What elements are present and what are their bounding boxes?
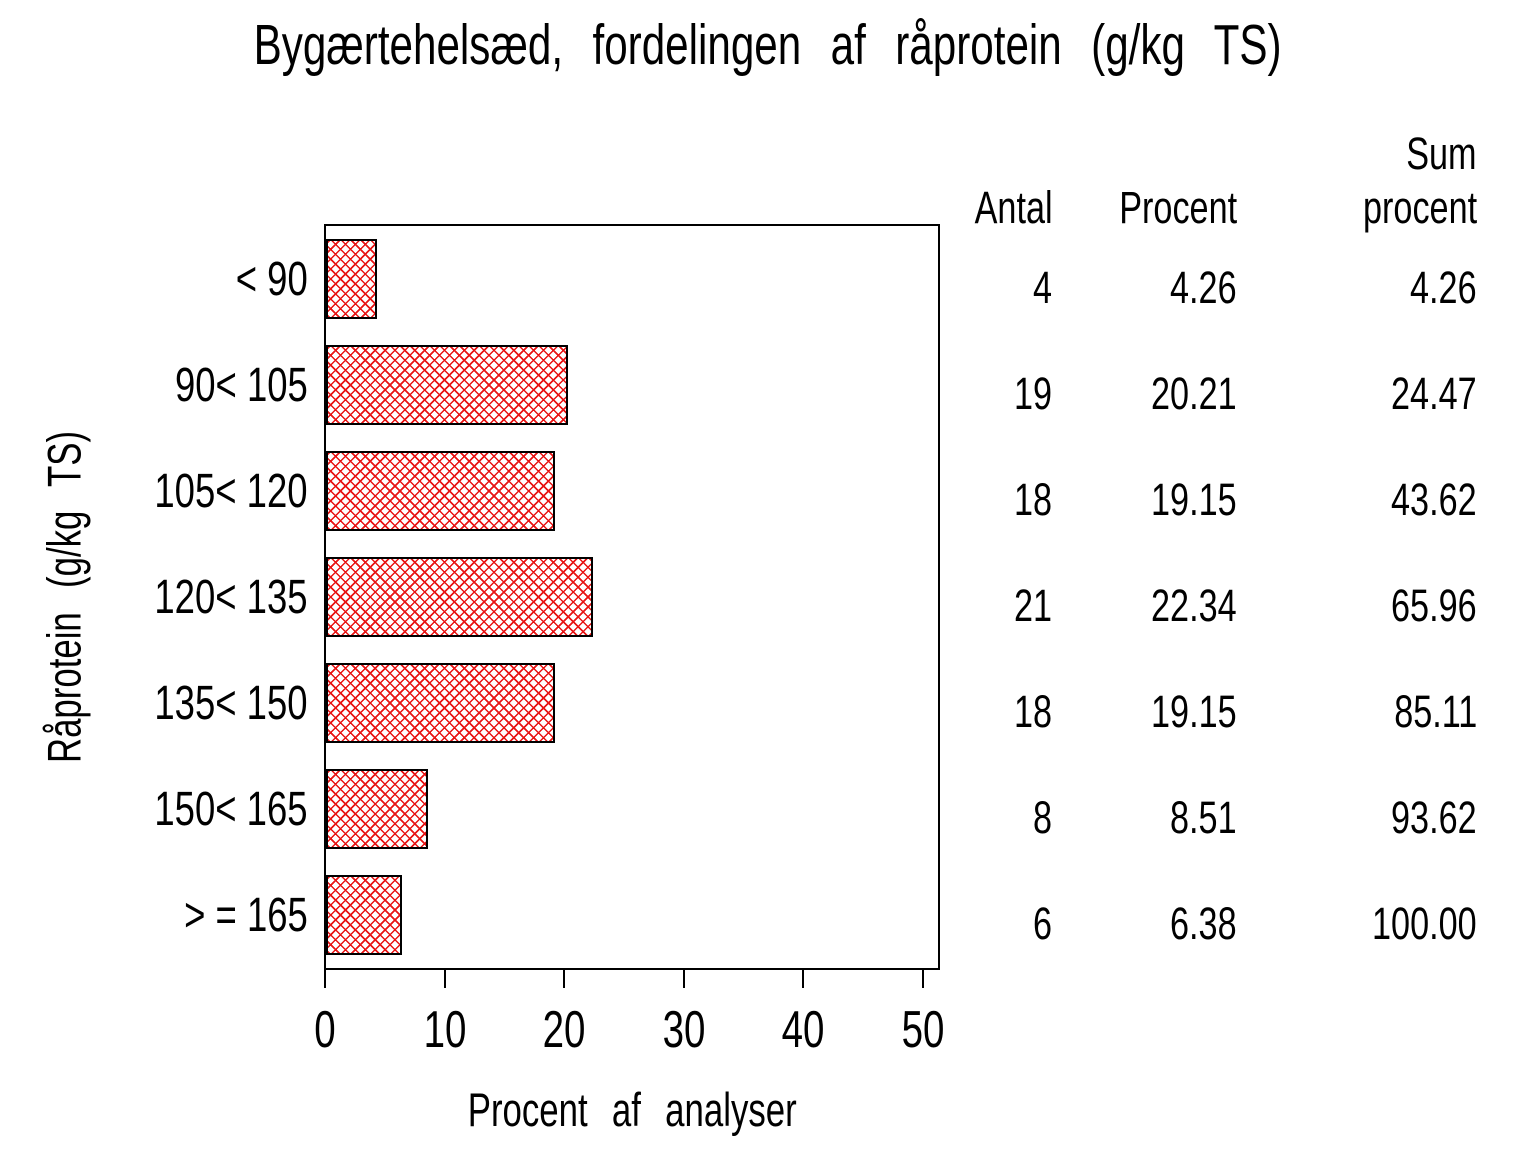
x-axis-tick xyxy=(682,970,685,988)
y-axis-tick-label: 90< 105 xyxy=(175,358,308,412)
procent-value: 19.15 xyxy=(1151,686,1237,737)
y-axis-tick-label: 105< 120 xyxy=(154,464,308,518)
x-axis-tick-label: 20 xyxy=(542,1001,586,1059)
bar xyxy=(326,345,568,425)
x-axis-tick xyxy=(922,970,924,988)
table-row: 8 8.51 93.62 xyxy=(950,765,1477,871)
column-header-sum-line1: Sum xyxy=(1406,128,1477,179)
column-header-sum-line2: procent xyxy=(1362,182,1477,233)
x-axis-tick xyxy=(802,970,805,988)
procent-value: 19.15 xyxy=(1151,474,1237,525)
x-axis-tick-label: 50 xyxy=(901,1001,945,1059)
x-axis-tick xyxy=(563,970,566,988)
sum-procent-value: 100.00 xyxy=(1372,898,1477,949)
x-axis-tick-label: 40 xyxy=(781,1001,825,1059)
bar xyxy=(326,451,555,531)
bar xyxy=(326,239,377,319)
x-axis-tick-label: 30 xyxy=(662,1001,706,1059)
x-axis-tick-label: 0 xyxy=(314,1001,336,1059)
bar-band xyxy=(326,332,938,438)
x-axis-tick xyxy=(324,970,326,988)
bar-band xyxy=(326,544,938,650)
column-header-antal: Antal xyxy=(974,182,1053,233)
antal-value: 18 xyxy=(1013,474,1052,525)
y-axis-tick-label: > = 165 xyxy=(184,888,308,942)
sum-procent-value: 24.47 xyxy=(1391,368,1477,419)
column-header-procent: Procent xyxy=(1119,182,1237,233)
sum-procent-value: 65.96 xyxy=(1391,580,1477,631)
sum-procent-value: 85.11 xyxy=(1393,686,1477,737)
table-row: 18 19.15 43.62 xyxy=(950,447,1477,553)
bar-band xyxy=(326,650,938,756)
procent-value: 8.51 xyxy=(1170,792,1237,843)
bar-band xyxy=(326,862,938,968)
chart-title-text: Bygærtehelsæd, fordelingen af råprotein … xyxy=(254,13,1282,77)
table-header-row: Antal Procent procent xyxy=(950,180,1477,234)
x-axis-ticks xyxy=(324,970,940,988)
procent-value: 20.21 xyxy=(1151,368,1237,419)
antal-value: 4 xyxy=(1032,262,1052,313)
bar-band xyxy=(326,438,938,544)
x-axis-title-text: Procent af analyser xyxy=(467,1083,797,1136)
table-row: 6 6.38 100.00 xyxy=(950,871,1477,977)
bar-band xyxy=(326,756,938,862)
bar xyxy=(326,663,555,743)
sum-procent-value: 4.26 xyxy=(1410,262,1477,313)
antal-value: 21 xyxy=(1013,580,1052,631)
y-axis-tick-label: 150< 165 xyxy=(154,782,308,836)
table-header-row: Sum xyxy=(950,126,1477,180)
bar xyxy=(326,769,428,849)
table-row: 4 4.26 4.26 xyxy=(950,235,1477,341)
procent-value: 22.34 xyxy=(1151,580,1237,631)
table-row: 18 19.15 85.11 xyxy=(950,659,1477,765)
x-axis-title: Procent af analyser xyxy=(324,1082,940,1137)
sum-procent-value: 43.62 xyxy=(1391,474,1477,525)
antal-value: 6 xyxy=(1032,898,1052,949)
x-axis-tick xyxy=(443,970,446,988)
x-axis-tick-labels: 0 10 20 30 40 50 xyxy=(314,1000,944,1059)
chart-title: Bygærtehelsæd, fordelingen af råprotein … xyxy=(0,12,1536,78)
table-header: Sum Antal Procent procent xyxy=(950,126,1477,234)
sum-procent-value: 93.62 xyxy=(1391,792,1477,843)
antal-value: 18 xyxy=(1013,686,1052,737)
y-axis-tick-labels: < 90 90< 105 105< 120 120< 135 135< 150 … xyxy=(40,226,308,968)
y-axis-tick-label: 135< 150 xyxy=(154,676,308,730)
frequency-table: 4 4.26 4.26 19 20.21 24.47 18 19.15 43.6… xyxy=(950,226,1477,968)
antal-value: 19 xyxy=(1013,368,1052,419)
y-axis-tick-label: 120< 135 xyxy=(154,570,308,624)
procent-value: 6.38 xyxy=(1170,898,1237,949)
table-row: 19 20.21 24.47 xyxy=(950,341,1477,447)
antal-value: 8 xyxy=(1032,792,1052,843)
y-axis-tick-label: < 90 xyxy=(235,252,308,306)
x-axis-tick-label: 10 xyxy=(423,1001,466,1059)
procent-value: 4.26 xyxy=(1170,262,1237,313)
plot-area xyxy=(324,224,940,970)
bar-band xyxy=(326,226,938,332)
table-row: 21 22.34 65.96 xyxy=(950,553,1477,659)
bar xyxy=(326,875,402,955)
bar xyxy=(326,557,593,637)
